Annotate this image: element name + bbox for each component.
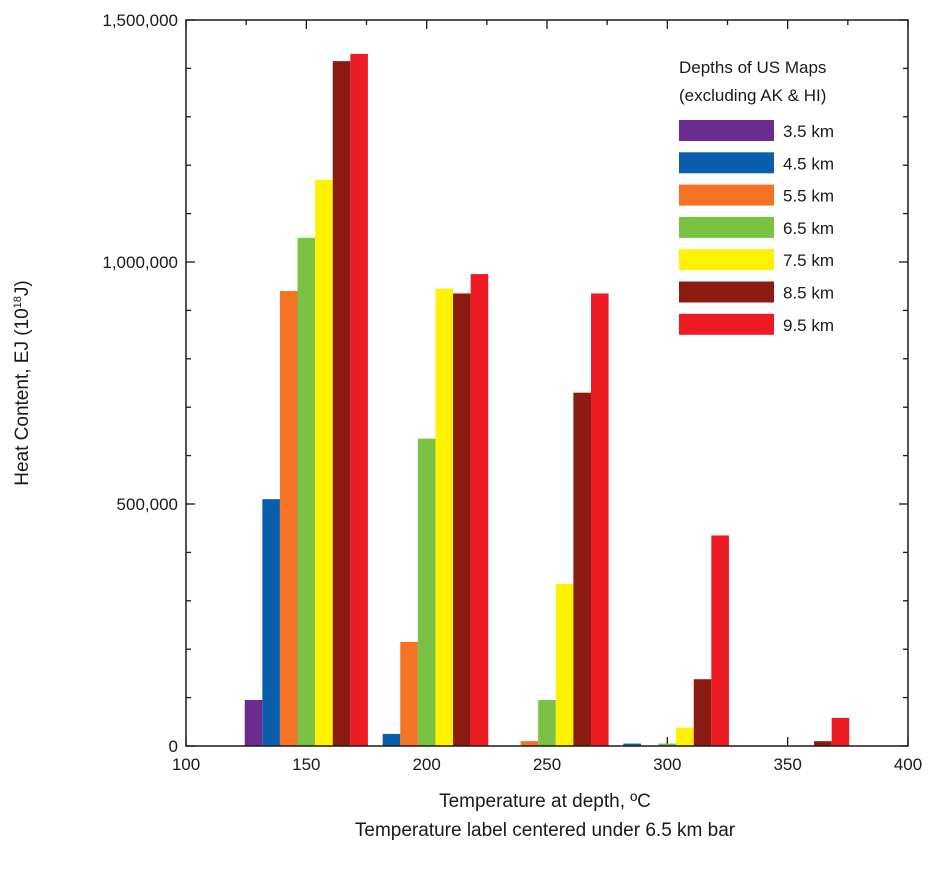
bar — [623, 743, 641, 746]
legend-label: 5.5 km — [783, 187, 834, 206]
bar — [693, 679, 712, 746]
x-tick-label: 250 — [533, 755, 561, 774]
bar — [573, 392, 591, 746]
y-tick-label: 500,000 — [117, 495, 178, 514]
plot-frame — [185, 19, 909, 747]
y-tick-label: 1,000,000 — [102, 253, 178, 272]
y-tick-labels: 0 500,000 1,000,000 1,500,000 — [102, 11, 178, 756]
bar — [297, 237, 316, 747]
legend-label: 4.5 km — [783, 154, 834, 173]
bar — [658, 743, 677, 746]
legend-label: 9.5 km — [783, 316, 834, 335]
bar — [591, 293, 609, 746]
bar — [831, 717, 850, 746]
x-tick-label: 350 — [773, 755, 801, 774]
bar — [315, 179, 333, 747]
x-tick-label: 150 — [292, 755, 320, 774]
legend-swatch — [679, 120, 774, 141]
bars — [244, 53, 850, 747]
x-axis-title: Temperature at depth, ºC — [439, 791, 651, 812]
bar — [453, 293, 471, 746]
bar — [417, 438, 436, 746]
bar — [555, 583, 574, 746]
bar — [520, 741, 539, 746]
bar — [676, 727, 694, 746]
x-tick-labels: 100 150 200 250 300 350 400 — [172, 755, 922, 774]
bar — [350, 53, 368, 746]
bar — [538, 700, 556, 746]
x-tick-label: 100 — [172, 755, 200, 774]
bar — [279, 291, 298, 746]
legend-swatch — [679, 152, 774, 174]
bar — [244, 700, 263, 746]
bar — [382, 733, 401, 746]
bar — [435, 288, 454, 746]
x-tick-label: 200 — [412, 755, 440, 774]
y-tick-label: 0 — [169, 737, 178, 756]
legend-label: 6.5 km — [783, 219, 834, 238]
y-tick-label: 1,500,000 — [102, 11, 178, 30]
x-axis-subtitle: Temperature label centered under 6.5 km … — [355, 820, 736, 841]
bar — [814, 741, 832, 746]
bar — [400, 641, 418, 746]
legend-swatch — [679, 281, 774, 303]
legend-swatch — [679, 313, 774, 335]
bar — [262, 499, 280, 746]
legend-items: 3.5 km 4.5 km 5.5 km 6.5 km 7.5 km 8.5 km 9.5 … — [679, 120, 834, 335]
legend-swatch — [679, 216, 774, 238]
x-tick-label: 400 — [894, 755, 922, 774]
legend: Depths of US Maps (excluding AK & HI) 3.… — [679, 58, 834, 335]
y-axis-title: Heat Content, EJ (1018J) — [12, 280, 33, 486]
legend-label: 3.5 km — [783, 122, 834, 141]
bar — [711, 535, 729, 746]
legend-swatch — [679, 249, 774, 271]
bar — [470, 274, 489, 746]
bar — [332, 61, 351, 746]
legend-title-line2: (excluding AK & HI) — [679, 86, 826, 105]
legend-label: 7.5 km — [783, 251, 834, 270]
legend-title-line1: Depths of US Maps — [679, 58, 826, 77]
legend-label: 8.5 km — [783, 284, 834, 303]
x-tick-label: 300 — [653, 755, 681, 774]
legend-swatch — [679, 184, 774, 206]
